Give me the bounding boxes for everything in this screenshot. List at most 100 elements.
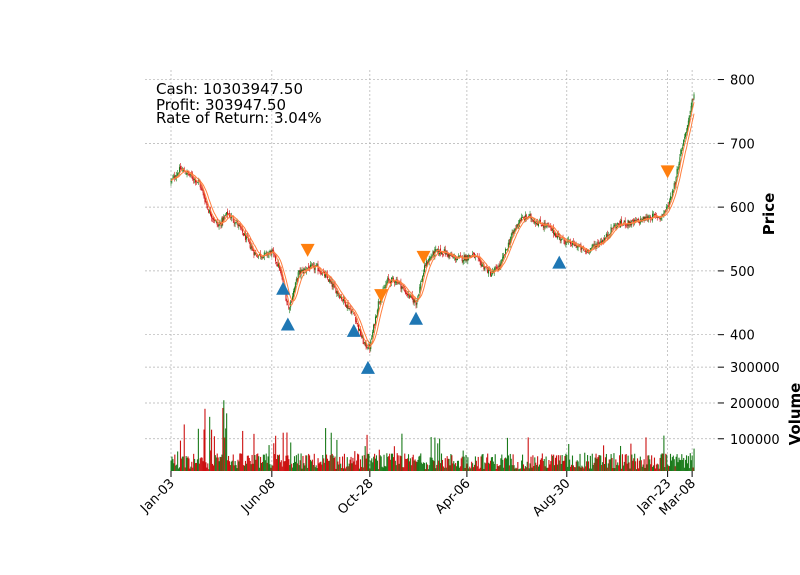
- volume-bar: [179, 467, 180, 471]
- volume-bar: [562, 455, 563, 471]
- volume-bar: [383, 455, 384, 471]
- volume-bar: [675, 466, 676, 471]
- volume-bar: [186, 456, 187, 471]
- volume-bar: [459, 468, 460, 471]
- candle-body: [523, 218, 524, 219]
- volume-bar: [685, 460, 686, 471]
- candle-body: [565, 244, 566, 245]
- candle-body: [253, 250, 254, 255]
- candle-body: [420, 283, 421, 288]
- volume-bar: [220, 457, 221, 471]
- candle-body: [671, 197, 672, 198]
- volume-bar: [479, 469, 480, 471]
- volume-bar: [608, 463, 609, 471]
- volume-bar: [546, 457, 547, 471]
- candle-body: [317, 265, 318, 266]
- candle-body: [469, 255, 470, 256]
- candle-body: [662, 214, 663, 215]
- volume-bar: [551, 454, 552, 471]
- volume-bar: [204, 409, 205, 471]
- volume-bar: [323, 458, 324, 471]
- volume-bar: [454, 464, 455, 471]
- volume-bar: [188, 458, 189, 471]
- volume-bar: [389, 454, 390, 471]
- candle-body: [180, 166, 181, 169]
- price-tick-label: 500: [730, 265, 755, 280]
- volume-bar: [213, 465, 214, 471]
- candle-body: [251, 247, 252, 249]
- volume-bar: [372, 462, 373, 471]
- candle-body: [262, 257, 263, 258]
- volume-bar: [267, 463, 268, 471]
- volume-bar: [449, 465, 450, 471]
- candle-body: [265, 253, 266, 254]
- candle-body: [364, 343, 365, 344]
- candle-body: [342, 300, 343, 301]
- volume-bar: [326, 455, 327, 471]
- candle-body: [181, 168, 182, 169]
- volume-bar: [311, 461, 312, 471]
- candle-body: [249, 240, 250, 241]
- volume-bar: [322, 455, 323, 471]
- candle-body: [473, 253, 474, 254]
- volume-bar: [193, 454, 194, 471]
- volume-bar: [332, 454, 333, 471]
- volume-bar: [512, 465, 513, 471]
- volume-bar: [487, 454, 488, 471]
- volume-bar: [540, 460, 541, 471]
- volume-bar: [649, 459, 650, 471]
- candle-body: [329, 279, 330, 282]
- volume-bar: [214, 436, 215, 471]
- candle-body: [594, 245, 595, 246]
- candle-body: [667, 206, 668, 207]
- volume-bar: [335, 469, 336, 471]
- candle-body: [689, 115, 690, 121]
- volume-bar: [401, 434, 402, 471]
- candle-body: [617, 223, 618, 225]
- candle-body: [333, 284, 334, 287]
- volume-bar: [516, 468, 517, 471]
- volume-bar: [366, 459, 367, 471]
- volume-bar: [334, 458, 335, 471]
- price-tick-label: 700: [730, 137, 755, 152]
- volume-bar: [563, 461, 564, 471]
- volume-bar: [415, 459, 416, 471]
- sell-marker: [661, 165, 675, 178]
- volume-bar: [380, 455, 381, 471]
- volume-bar: [316, 465, 317, 471]
- candle-body: [376, 316, 377, 318]
- volume-bar: [249, 458, 250, 471]
- candle-body: [297, 278, 298, 279]
- volume-bar: [627, 464, 628, 471]
- volume-bar: [371, 458, 372, 471]
- volume-bar: [482, 454, 483, 471]
- volume-bar: [555, 458, 556, 471]
- volume-bar: [202, 458, 203, 471]
- volume-bar: [203, 461, 204, 471]
- volume-bar: [440, 463, 441, 471]
- volume-bar: [239, 453, 240, 471]
- volume-bar: [304, 465, 305, 471]
- candle-body: [205, 201, 206, 202]
- volume-bar: [433, 461, 434, 471]
- volume-bar: [464, 457, 465, 471]
- candle-body: [312, 264, 313, 265]
- volume-bar: [346, 467, 347, 471]
- candle-body: [407, 294, 408, 295]
- candle-body: [685, 133, 686, 137]
- volume-bar: [644, 459, 645, 471]
- volume-bar: [187, 458, 188, 471]
- volume-bar: [408, 454, 409, 471]
- volume-bar: [511, 459, 512, 471]
- volume-bar: [189, 469, 190, 471]
- candle-body: [214, 220, 215, 221]
- volume-bar: [412, 457, 413, 471]
- volume-bar: [409, 461, 410, 471]
- volume-bar: [597, 457, 598, 471]
- volume-bar: [521, 461, 522, 471]
- candle-body: [564, 241, 565, 244]
- volume-bar: [281, 460, 282, 471]
- volume-bar: [525, 466, 526, 471]
- volume-bar: [630, 444, 631, 471]
- candle-body: [463, 260, 464, 262]
